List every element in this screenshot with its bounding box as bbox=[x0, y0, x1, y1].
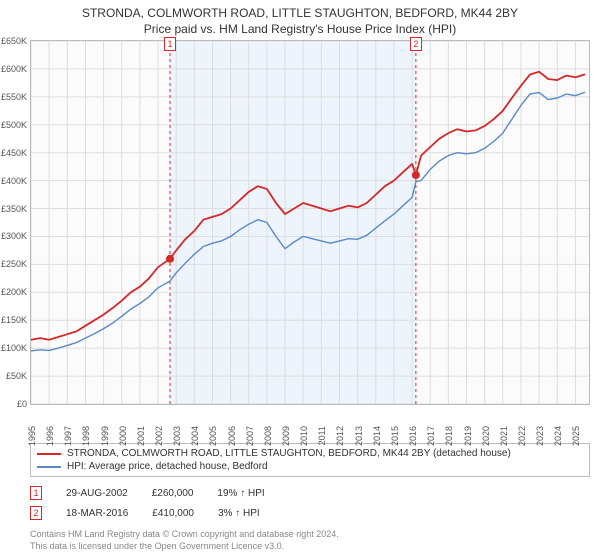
x-tick-label: 2001 bbox=[136, 426, 146, 446]
x-tick-label: 2021 bbox=[499, 426, 509, 446]
x-tick-label: 2019 bbox=[463, 426, 473, 446]
x-tick-label: 2005 bbox=[208, 426, 218, 446]
y-tick-label: £150K bbox=[1, 315, 27, 325]
sales-table: 1 29-AUG-2002 £260,000 19% ↑ HPI 2 18-MA… bbox=[30, 483, 590, 523]
chart-title-1: STRONDA, COLMWORTH ROAD, LITTLE STAUGHTO… bbox=[0, 6, 600, 20]
x-tick-label: 2022 bbox=[517, 426, 527, 446]
y-tick-label: £200K bbox=[1, 287, 27, 297]
legend-label-hpi: HPI: Average price, detached house, Bedf… bbox=[67, 461, 268, 472]
y-tick-label: £50K bbox=[6, 371, 27, 381]
y-tick-label: £250K bbox=[1, 259, 27, 269]
x-tick-label: 2008 bbox=[263, 426, 273, 446]
sale-price-1: £260,000 bbox=[152, 488, 194, 499]
footnote: Contains HM Land Registry data © Crown c… bbox=[30, 529, 590, 552]
y-tick-label: £300K bbox=[1, 231, 27, 241]
sale-marker-box-2: 2 bbox=[30, 506, 42, 520]
x-tick-label: 1999 bbox=[100, 426, 110, 446]
legend-swatch-hpi bbox=[37, 466, 61, 468]
x-tick-label: 2000 bbox=[118, 426, 128, 446]
x-tick-label: 1996 bbox=[45, 426, 55, 446]
x-tick-label: 2023 bbox=[535, 426, 545, 446]
x-tick-label: 2006 bbox=[227, 426, 237, 446]
legend-row-hpi: HPI: Average price, detached house, Bedf… bbox=[37, 460, 583, 473]
price-chart: £0£50K£100K£150K£200K£250K£300K£350K£400… bbox=[30, 40, 590, 405]
x-axis-labels: 1995199619971998199920002001200220032004… bbox=[31, 404, 589, 436]
x-tick-label: 2020 bbox=[481, 426, 491, 446]
legend-swatch-subject bbox=[37, 453, 61, 455]
sale-marker-1: 1 bbox=[164, 37, 176, 51]
y-tick-label: £650K bbox=[1, 36, 27, 46]
chart-titles: STRONDA, COLMWORTH ROAD, LITTLE STAUGHTO… bbox=[0, 0, 600, 36]
x-tick-label: 1998 bbox=[81, 426, 91, 446]
x-tick-label: 2011 bbox=[317, 426, 327, 445]
sale-marker-2: 2 bbox=[410, 37, 422, 51]
x-tick-label: 2025 bbox=[571, 426, 581, 446]
sale-marker-box-1: 1 bbox=[30, 486, 42, 500]
sale-delta-2: 3% ↑ HPI bbox=[218, 508, 260, 519]
y-axis-labels: £0£50K£100K£150K£200K£250K£300K£350K£400… bbox=[1, 41, 29, 404]
x-tick-label: 2010 bbox=[299, 426, 309, 446]
y-tick-label: £0 bbox=[17, 399, 27, 409]
footnote-line-1: Contains HM Land Registry data © Crown c… bbox=[30, 529, 590, 541]
sale-price-2: £410,000 bbox=[152, 508, 194, 519]
sale-date-2: 18-MAR-2016 bbox=[66, 508, 128, 519]
legend-row-subject: STRONDA, COLMWORTH ROAD, LITTLE STAUGHTO… bbox=[37, 447, 583, 460]
x-tick-label: 2009 bbox=[281, 426, 291, 446]
chart-svg bbox=[31, 41, 589, 404]
x-tick-label: 2017 bbox=[426, 426, 436, 446]
sale-row-1: 1 29-AUG-2002 £260,000 19% ↑ HPI bbox=[30, 483, 590, 503]
x-tick-label: 2018 bbox=[444, 426, 454, 446]
chart-title-2: Price paid vs. HM Land Registry's House … bbox=[0, 22, 600, 36]
sale-date-1: 29-AUG-2002 bbox=[66, 488, 128, 499]
x-tick-label: 2002 bbox=[154, 426, 164, 446]
y-tick-label: £500K bbox=[1, 120, 27, 130]
x-tick-label: 2003 bbox=[172, 426, 182, 446]
y-tick-label: £350K bbox=[1, 204, 27, 214]
legend-label-subject: STRONDA, COLMWORTH ROAD, LITTLE STAUGHTO… bbox=[67, 448, 511, 459]
x-tick-label: 2004 bbox=[190, 426, 200, 446]
x-tick-label: 2014 bbox=[372, 426, 382, 446]
x-tick-label: 2015 bbox=[390, 426, 400, 446]
x-tick-label: 2016 bbox=[408, 426, 418, 446]
y-tick-label: £450K bbox=[1, 148, 27, 158]
y-tick-label: £550K bbox=[1, 92, 27, 102]
sale-delta-1: 19% ↑ HPI bbox=[217, 488, 264, 499]
x-tick-label: 2013 bbox=[354, 426, 364, 446]
footnote-line-2: This data is licensed under the Open Gov… bbox=[30, 541, 590, 553]
y-tick-label: £100K bbox=[1, 343, 27, 353]
y-tick-label: £600K bbox=[1, 64, 27, 74]
y-tick-label: £400K bbox=[1, 176, 27, 186]
x-tick-label: 1997 bbox=[63, 426, 73, 446]
x-tick-label: 2012 bbox=[335, 426, 345, 446]
x-tick-label: 2024 bbox=[553, 426, 563, 446]
sale-row-2: 2 18-MAR-2016 £410,000 3% ↑ HPI bbox=[30, 503, 590, 523]
chart-legend: STRONDA, COLMWORTH ROAD, LITTLE STAUGHTO… bbox=[30, 443, 590, 477]
x-tick-label: 2007 bbox=[245, 426, 255, 446]
x-tick-label: 1995 bbox=[27, 426, 37, 446]
